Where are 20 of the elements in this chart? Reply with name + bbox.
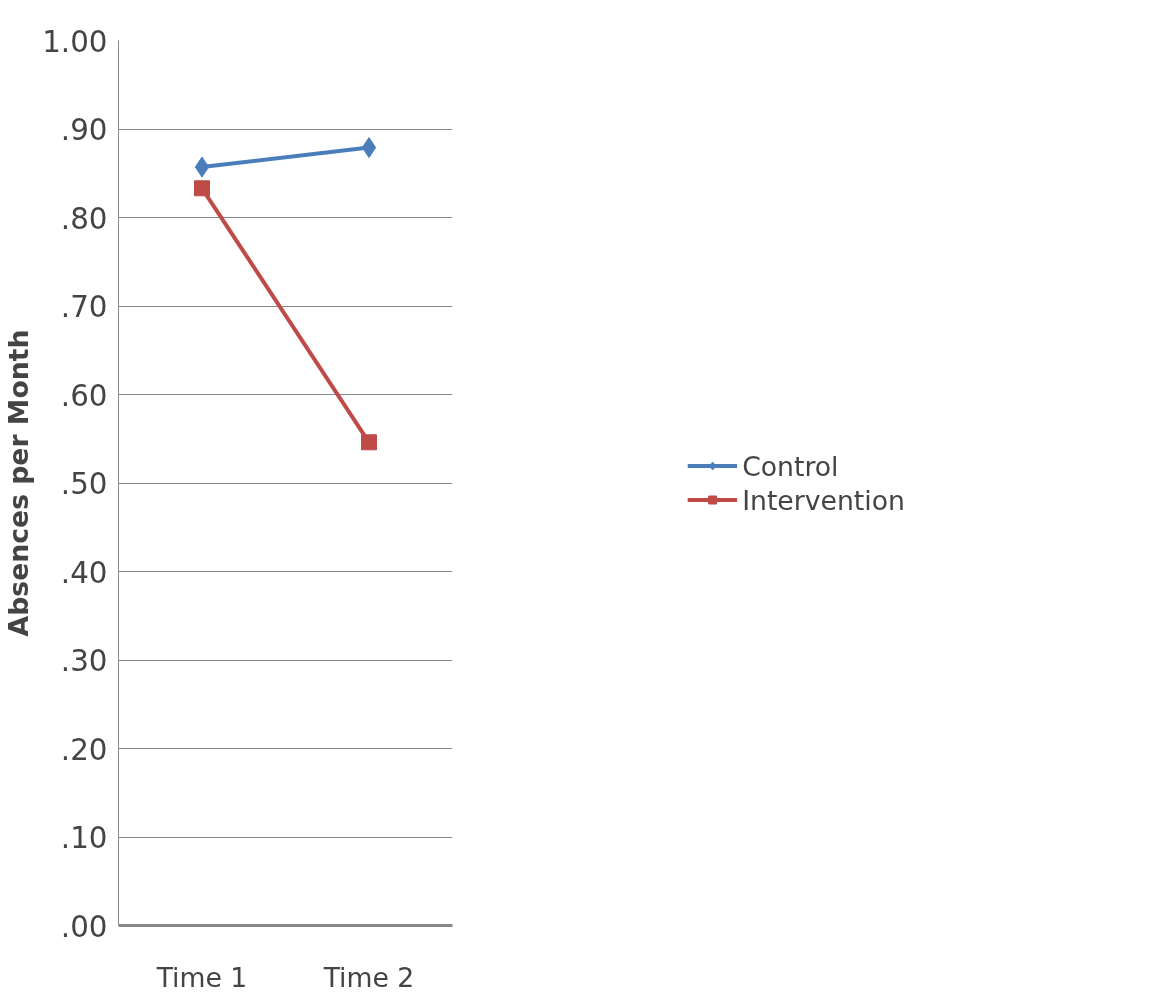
point [361,137,377,159]
x-tick-label: Time 2 [322,961,415,993]
y-tick-label: 1.00 [42,24,108,59]
point [194,180,210,197]
y-tick-label: .70 [60,290,108,324]
y-tick-label: .30 [60,644,108,678]
y-tick-label: .90 [60,113,108,147]
point [194,156,210,178]
y-tick-label: .50 [60,467,108,501]
y-tick-label: .00 [60,909,108,944]
x-tick-label: Time 1 [155,961,248,993]
y-tick-label: .60 [60,378,108,413]
legend-label: Control [742,450,839,481]
point [361,434,377,451]
y-axis-title: Absences per Month [3,329,35,637]
legend-label: Intervention [742,484,905,515]
y-tick-label: .80 [60,201,108,236]
y-tick-label: .20 [60,732,108,767]
y-tick-label: .40 [60,555,108,590]
y-tick-label: .10 [60,821,108,855]
